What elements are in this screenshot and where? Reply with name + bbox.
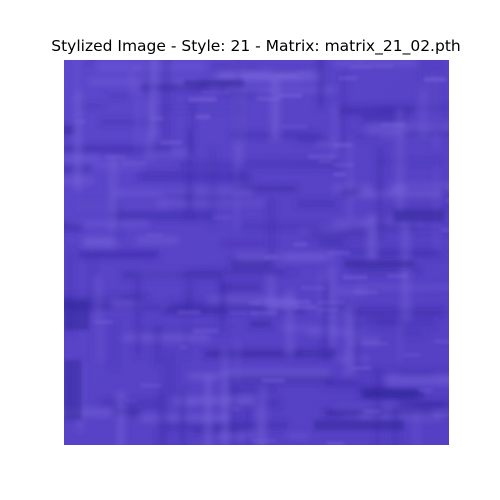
- stylized-image-texture: [64, 60, 449, 445]
- stylized-image: [64, 60, 449, 445]
- figure-title: Stylized Image - Style: 21 - Matrix: mat…: [51, 37, 461, 55]
